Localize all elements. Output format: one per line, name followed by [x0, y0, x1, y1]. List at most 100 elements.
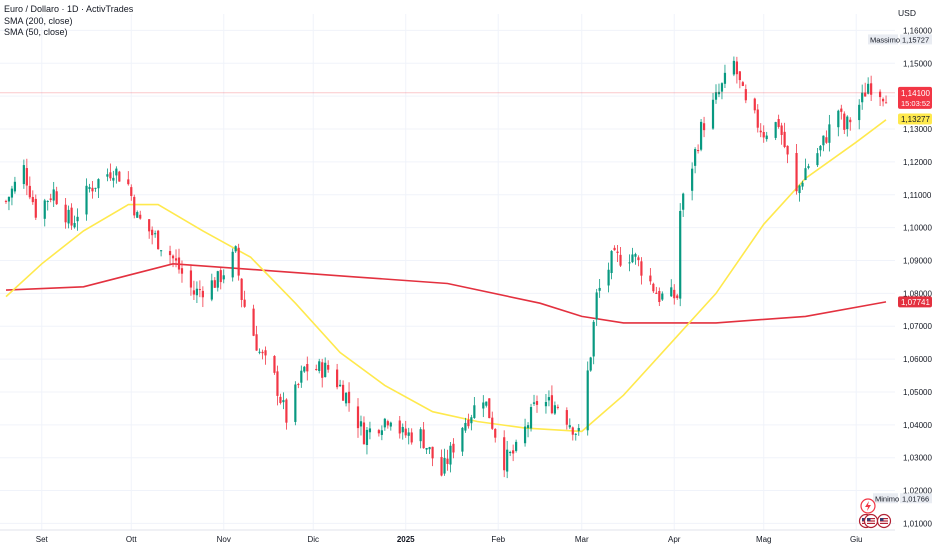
candle-up	[819, 145, 822, 157]
candle-up	[22, 159, 25, 189]
candle-up	[294, 381, 297, 426]
svg-text:Massimo: Massimo	[870, 35, 900, 44]
candle-down	[198, 280, 201, 298]
candle-up	[401, 423, 404, 440]
candle-up	[515, 439, 518, 453]
candle-down	[64, 197, 67, 229]
candle-up	[216, 270, 219, 292]
candle-up	[631, 247, 634, 264]
eu-flag-icon[interactable]	[876, 513, 892, 529]
dividend-lightning-icon[interactable]	[860, 498, 876, 514]
svg-text:1,01766: 1,01766	[902, 494, 929, 503]
candle-up	[598, 278, 601, 298]
candle-down	[356, 398, 360, 438]
time-tick-label: Set	[36, 535, 49, 544]
candle-down	[491, 411, 494, 430]
candle-down	[133, 194, 136, 219]
symbol-title[interactable]: Euro / Dollaro · 1D · ActivTrades	[4, 4, 134, 14]
price-tick-label: 1,01000	[903, 519, 932, 528]
candle-down	[550, 385, 554, 415]
candle-down	[613, 245, 616, 251]
candle-up	[154, 230, 157, 238]
candle-up	[670, 279, 673, 297]
candle-up	[43, 198, 46, 227]
chart-legend: Euro / Dollaro · 1D · ActivTrades SMA (2…	[4, 4, 133, 39]
candle-down	[422, 422, 425, 449]
candle-up	[526, 422, 530, 438]
candle-down	[306, 356, 309, 381]
candle-up	[97, 178, 100, 199]
candle-up	[765, 131, 768, 142]
event-icons[interactable]	[858, 498, 892, 529]
candle-up	[610, 250, 613, 280]
candle-up	[160, 249, 163, 257]
candle-down	[70, 203, 73, 230]
candle-up	[94, 187, 97, 192]
candle-up	[691, 162, 694, 201]
price-tick-label: 1,09000	[903, 256, 932, 265]
candle-up	[88, 183, 91, 193]
sma200-badge: 1,07741	[898, 296, 932, 308]
time-tick-label: Giu	[850, 535, 862, 544]
sma200-legend[interactable]: SMA (200, close)	[4, 15, 73, 26]
candle-up	[577, 423, 580, 436]
candle-down	[843, 111, 846, 135]
candle-down	[759, 123, 762, 138]
svg-text:15:03:52: 15:03:52	[901, 99, 930, 108]
candle-up	[595, 288, 598, 326]
candle-up	[568, 418, 571, 430]
candle-up	[76, 208, 79, 231]
candle-down	[783, 122, 786, 149]
candle-up	[13, 176, 17, 194]
candle-down	[565, 407, 568, 430]
candle-down	[649, 268, 652, 285]
candle-down	[243, 290, 246, 308]
candle-up	[720, 82, 724, 100]
candle-down	[849, 117, 852, 131]
candle-down	[655, 286, 658, 294]
candle-up	[46, 200, 49, 211]
candle-up	[67, 205, 70, 229]
candle-up	[732, 56, 735, 77]
candle-up	[231, 248, 234, 282]
candle-down	[261, 349, 264, 360]
candle-down	[4, 199, 8, 204]
candle-down	[795, 143, 798, 195]
sma50-layer	[5, 119, 887, 433]
price-tick-label: 1,04000	[903, 421, 932, 430]
sma50-line	[5, 119, 887, 433]
sma50-legend[interactable]: SMA (50, close)	[4, 27, 68, 37]
candle-up	[234, 245, 237, 253]
candle-down	[556, 404, 559, 410]
currency-label[interactable]: USD	[898, 8, 916, 18]
us-flag-icon[interactable]	[863, 513, 879, 529]
candle-down	[341, 380, 345, 401]
candle-up	[407, 427, 410, 445]
price-tick-label: 1,15000	[903, 59, 932, 68]
price-tick-label: 1,16000	[903, 26, 932, 35]
candle-up	[73, 215, 76, 229]
candle-down	[273, 355, 276, 375]
candle-down	[362, 416, 366, 445]
candle-up	[679, 203, 682, 307]
time-tick-label: Apr	[668, 535, 681, 544]
candle-up	[210, 273, 213, 302]
time-tick-label: 2025	[397, 535, 415, 544]
candle-down	[571, 426, 574, 441]
candle-up	[574, 433, 577, 441]
svg-text:Minimo: Minimo	[875, 494, 899, 503]
candle-up	[801, 180, 804, 190]
sma200-layer	[5, 262, 887, 324]
candle-down	[753, 97, 756, 114]
candle-down	[619, 246, 622, 267]
candle-down	[870, 75, 873, 102]
candle-down	[488, 398, 491, 419]
candle-up	[222, 269, 225, 284]
price-tick-label: 1,10000	[903, 224, 932, 233]
candle-down	[777, 114, 780, 129]
time-axis[interactable]: Set Ott Nov Dic 2025 Feb Mar Apr Mag Giu	[0, 529, 895, 544]
candle-down	[652, 282, 655, 294]
candle-up	[699, 119, 703, 152]
